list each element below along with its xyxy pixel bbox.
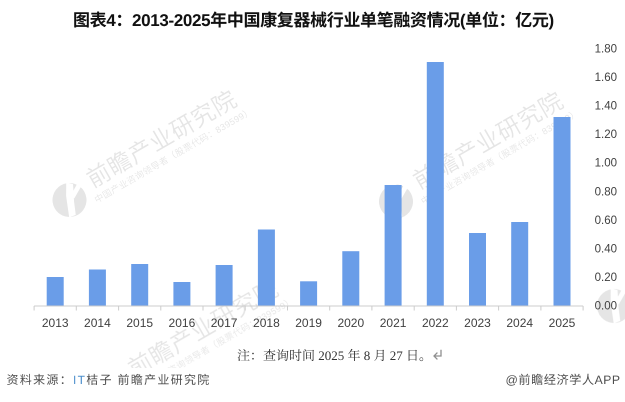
- svg-text:1.20: 1.20: [595, 129, 617, 141]
- svg-text:0.80: 0.80: [595, 186, 617, 198]
- svg-text:0.20: 0.20: [595, 272, 617, 284]
- svg-text:2013: 2013: [42, 316, 69, 330]
- svg-text:0.00: 0.00: [595, 301, 617, 313]
- svg-text:2018: 2018: [253, 316, 280, 330]
- svg-text:0.60: 0.60: [595, 215, 617, 227]
- svg-text:2019: 2019: [295, 316, 322, 330]
- svg-text:1.40: 1.40: [595, 101, 617, 113]
- svg-text:2021: 2021: [380, 316, 407, 330]
- svg-text:2017: 2017: [211, 316, 238, 330]
- svg-text:2020: 2020: [337, 316, 364, 330]
- svg-text:2025: 2025: [549, 316, 576, 330]
- svg-text:1.00: 1.00: [595, 158, 617, 170]
- svg-text:2016: 2016: [169, 316, 196, 330]
- svg-text:2023: 2023: [464, 316, 491, 330]
- svg-text:1.80: 1.80: [595, 44, 617, 56]
- svg-text:2014: 2014: [84, 316, 111, 330]
- svg-text:2015: 2015: [126, 316, 153, 330]
- svg-text:2022: 2022: [422, 316, 449, 330]
- svg-text:0.40: 0.40: [595, 243, 617, 255]
- svg-text:1.60: 1.60: [595, 72, 617, 84]
- svg-text:2024: 2024: [506, 316, 533, 330]
